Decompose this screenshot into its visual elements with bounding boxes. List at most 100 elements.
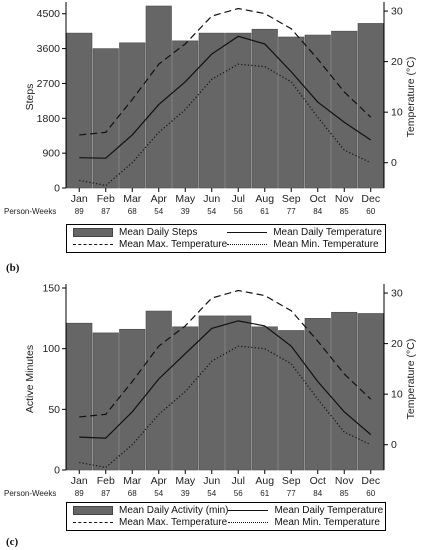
legend-item: Mean Daily Steps (73, 227, 227, 238)
person-weeks-value: 54 (207, 489, 216, 498)
legend-item: Mean Daily Temperature (227, 227, 382, 238)
y2-axis-label: Temperature (°C) (405, 57, 417, 138)
x-tick-label: Jul (232, 475, 245, 487)
x-tick-label: Dec (361, 475, 380, 487)
legend-dotted-swatch (227, 244, 268, 245)
line-dashed (79, 289, 372, 418)
y-tick-label: 0 (54, 183, 60, 195)
y2-tick-label: 10 (391, 107, 403, 119)
person-weeks-value: 87 (101, 489, 110, 498)
bar-jun (198, 315, 225, 471)
legend-item: Mean Daily Activity (min) (73, 505, 228, 516)
legend-item: Mean Daily Temperature (228, 505, 383, 516)
person-weeks-value: 85 (340, 207, 349, 216)
bar-dec (357, 313, 384, 471)
bar-jul (225, 315, 252, 471)
legend-bar-swatch (73, 506, 113, 515)
bar-aug (251, 28, 278, 189)
legend-label: Mean Daily Temperature (274, 505, 384, 516)
line-solid (79, 320, 372, 439)
person-weeks-value: 89 (75, 489, 84, 498)
person-weeks-value: 87 (101, 207, 110, 216)
legend-label: Mean Max. Temperature (119, 239, 228, 250)
steps-temperature-chart: 0 900 1800 2700 3600 4500 Steps 0 10 20 30 Temperat… (4, 2, 417, 216)
y-tick-label: 100 (42, 343, 60, 355)
bar-jan (66, 32, 93, 189)
y2-tick-label: 30 (391, 6, 403, 18)
plot-area (66, 6, 384, 188)
bar-may (172, 40, 199, 189)
x-tick-label: Jun (203, 193, 220, 205)
legend-item: Mean Max. Temperature (73, 517, 228, 528)
x-tick-label: Aug (255, 475, 274, 487)
bar-nov (331, 311, 358, 471)
x-tick-label: Oct (310, 193, 326, 205)
person-weeks-label: Person-Weeks (4, 489, 56, 498)
legend-dotted-swatch (228, 522, 269, 523)
x-tick-label: Jan (71, 193, 88, 205)
x-tick-label: Apr (151, 193, 168, 205)
person-weeks-value: 60 (366, 489, 375, 498)
person-weeks-value: 89 (75, 207, 84, 216)
y-axis-label: Active Minutes (24, 345, 36, 413)
person-weeks-value: 39 (181, 489, 190, 498)
line-dotted (79, 63, 372, 187)
bar-jan (66, 322, 93, 471)
person-weeks-value: 39 (181, 207, 190, 216)
bar-aug (251, 326, 278, 471)
x-tick-label: Oct (310, 475, 326, 487)
legend-item: Mean Min. Temperature (228, 517, 383, 528)
y-tick-label: 4500 (37, 8, 61, 20)
person-weeks-value: 85 (340, 489, 349, 498)
person-weeks-value: 77 (287, 207, 296, 216)
person-weeks-value: 84 (313, 207, 322, 216)
person-weeks-value: 68 (128, 207, 137, 216)
bar-feb (92, 332, 119, 471)
person-weeks-value: 56 (234, 207, 243, 216)
person-weeks-value: 60 (366, 207, 375, 216)
line-dashed (79, 7, 372, 136)
y-tick-label: 150 (42, 283, 60, 295)
x-tick-label: Jan (71, 475, 88, 487)
panel-label-b: (b) (6, 262, 20, 274)
y-tick-label: 50 (48, 404, 60, 416)
person-weeks-label: Person-Weeks (4, 207, 56, 216)
person-weeks-value: 77 (287, 489, 296, 498)
activity-temperature-chart: 0 50 100 150 Active Minutes 0 10 20 30 Temperatur… (4, 283, 417, 499)
person-weeks-value: 84 (313, 489, 322, 498)
y2-tick-label: 0 (391, 439, 397, 451)
chart1-legend: Mean Daily Steps Mean Daily Temperature … (66, 224, 386, 253)
legend-label: Mean Min. Temperature (273, 239, 379, 250)
x-tick-label: Aug (255, 193, 274, 205)
person-weeks-value: 68 (128, 489, 137, 498)
person-weeks-value: 54 (154, 489, 163, 498)
bar-dec (357, 23, 384, 189)
x-tick-label: Sep (282, 193, 301, 205)
x-tick-label: Nov (335, 475, 354, 487)
bar-oct (304, 318, 331, 471)
x-tick-label: Mar (123, 193, 142, 205)
y2-tick-label: 10 (391, 389, 403, 401)
bar-sep (278, 330, 305, 471)
bar-jun (198, 32, 225, 189)
legend-label: Mean Min. Temperature (274, 517, 380, 528)
legend-dashed-swatch (73, 244, 113, 245)
y2-tick-label: 20 (391, 56, 403, 68)
x-tick-label: Dec (361, 193, 380, 205)
x-tick-label: Nov (335, 193, 354, 205)
y2-tick-label: 30 (391, 288, 403, 300)
person-weeks-value: 56 (234, 489, 243, 498)
legend-label: Mean Daily Temperature (273, 227, 382, 238)
chart2-legend: Mean Daily Activity (min) Mean Daily Tem… (66, 502, 386, 531)
person-weeks-value: 61 (260, 207, 269, 216)
plot-area (66, 288, 384, 470)
y-tick-label: 2700 (37, 78, 61, 90)
bar-mar (119, 328, 146, 471)
bar-sep (278, 36, 305, 189)
legend-dashed-swatch (73, 522, 113, 523)
bar-oct (304, 34, 331, 189)
legend-label: Mean Daily Steps (119, 227, 198, 238)
legend-bar-swatch (73, 228, 113, 237)
legend-solid-swatch (228, 510, 269, 511)
legend-item: Mean Min. Temperature (227, 239, 382, 250)
